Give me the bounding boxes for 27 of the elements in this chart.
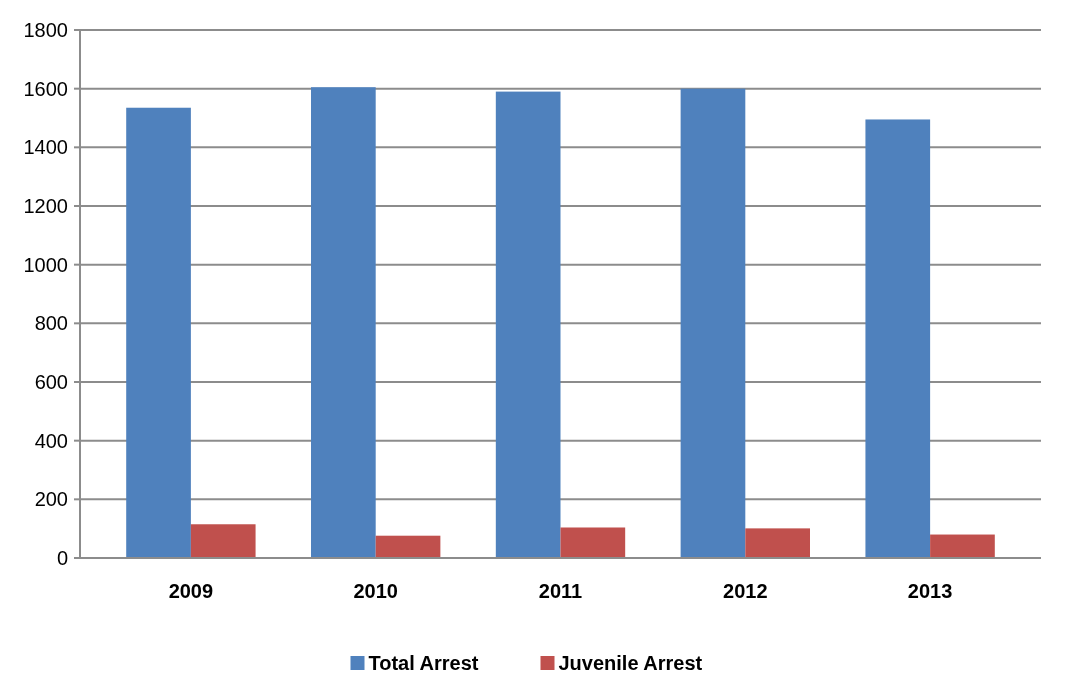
y-tick-label: 1600 (23, 77, 68, 100)
bar (560, 527, 626, 558)
bar (745, 528, 810, 558)
legend-label: Total Arrest (368, 652, 479, 674)
bar (375, 535, 441, 558)
bar (495, 91, 561, 558)
x-tick-label: 2012 (723, 580, 768, 602)
bar (680, 88, 746, 558)
y-tick-label: 1400 (23, 136, 68, 159)
bar (126, 107, 191, 558)
x-tick-label: 2011 (538, 580, 583, 602)
bar (930, 534, 995, 558)
y-tick-label: 1000 (23, 253, 68, 276)
bar (311, 87, 376, 558)
y-tick-label: 800 (34, 312, 68, 335)
bar (190, 524, 256, 558)
bar (865, 119, 931, 558)
y-tick-label: 1200 (23, 195, 68, 217)
y-tick-label: 600 (34, 371, 68, 393)
y-tick-label: 1800 (23, 19, 68, 41)
y-tick-label: 400 (34, 429, 68, 452)
x-tick-label: 2009 (168, 580, 214, 602)
x-tick-label: 2010 (353, 580, 398, 602)
legend-label: Juvenile Arrest (558, 652, 703, 674)
y-tick-label: 200 (34, 488, 68, 511)
y-tick-label: 0 (56, 547, 68, 569)
x-tick-label: 2013 (907, 580, 953, 602)
